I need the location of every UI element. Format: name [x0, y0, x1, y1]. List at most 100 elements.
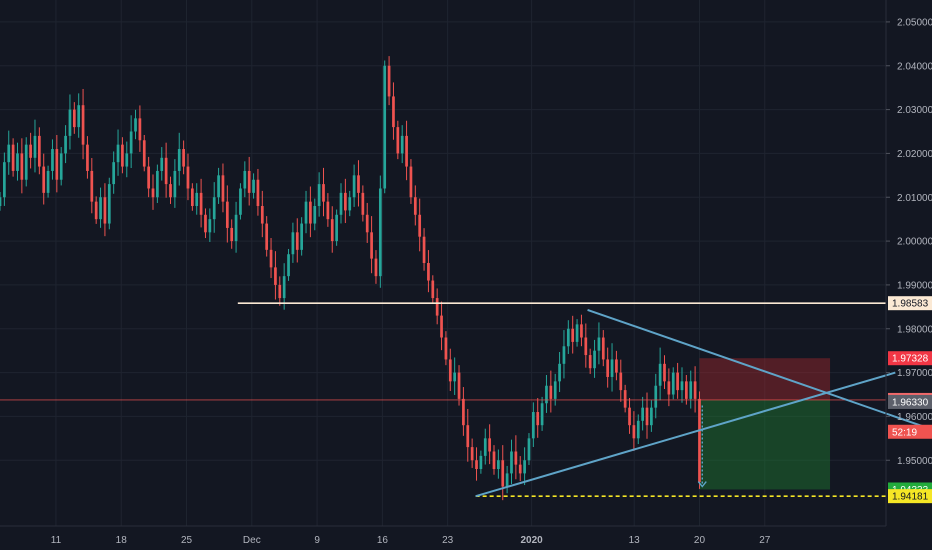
candle-body — [7, 144, 11, 163]
candle-body — [413, 197, 417, 215]
candle-body — [103, 197, 107, 224]
candle-body — [68, 109, 72, 136]
candle-body — [72, 109, 76, 128]
bar-countdown-tag-label: 52:19 — [892, 427, 917, 438]
candle-body — [77, 105, 81, 128]
candle-body — [418, 214, 422, 237]
candle-body — [383, 65, 387, 189]
candle-body — [405, 135, 408, 167]
price-axis[interactable]: 2.05000 2.04000 2.03000 2.02000 2.01000 2.000… — [886, 17, 932, 467]
y-tick-label: 1.97000 — [897, 368, 932, 379]
candle-body — [129, 131, 133, 154]
candle-body — [156, 170, 159, 198]
candle-body — [339, 192, 343, 215]
candle-body — [186, 166, 190, 189]
candle-body — [580, 324, 583, 338]
candle-body — [444, 337, 448, 360]
candle-body — [365, 214, 369, 233]
candle-body — [663, 363, 666, 382]
drawing-overlays — [0, 302, 932, 498]
candle-body — [584, 337, 588, 356]
candle-body — [204, 214, 207, 233]
candle-body — [619, 372, 623, 391]
candle-body — [545, 385, 548, 404]
candle-body — [553, 381, 557, 399]
candle-body — [523, 460, 526, 474]
candle-body — [29, 144, 32, 158]
candle-body — [164, 157, 168, 185]
candle-body — [396, 127, 400, 154]
candle-body — [387, 65, 391, 97]
candle-body — [116, 144, 120, 163]
y-tick-label: 2.02000 — [897, 149, 932, 160]
candle-body — [483, 438, 487, 456]
candle-body — [221, 175, 225, 202]
candle-body — [501, 460, 505, 487]
time-axis[interactable]: 11 18 25 Dec 9 16 23 2020 13 20 27 — [51, 535, 771, 546]
candle-body — [435, 298, 439, 316]
y-tick-label: 2.01000 — [897, 193, 932, 204]
candle-body — [59, 153, 63, 180]
candle-body — [606, 359, 610, 377]
candle-body — [588, 355, 592, 369]
x-tick-label: 9 — [314, 535, 320, 546]
candle-body — [269, 249, 273, 268]
candle-body — [518, 464, 522, 474]
triangle-lower-trendline[interactable] — [475, 371, 896, 498]
candle-body — [514, 451, 518, 465]
candle-body — [234, 214, 238, 242]
candle-body — [160, 157, 164, 171]
candle-body — [479, 455, 483, 470]
y-tick-label: 1.96000 — [897, 412, 932, 423]
x-tick-label: 2020 — [520, 535, 543, 546]
triangle-upper-trendline[interactable] — [587, 308, 932, 436]
candle-body — [86, 144, 89, 171]
candle-body — [531, 412, 535, 439]
candle-body — [361, 192, 365, 215]
candle-body — [510, 451, 513, 474]
bar-countdown-tag — [888, 424, 932, 439]
candle-body — [378, 188, 382, 277]
y-tick-label: 1.95000 — [897, 456, 932, 467]
candle-body — [99, 197, 102, 220]
candle-body — [46, 170, 50, 193]
x-tick-label: 27 — [759, 535, 771, 546]
y-tick-label: 1.99000 — [897, 280, 932, 291]
x-tick-label: 11 — [51, 535, 62, 546]
candle-body — [427, 263, 430, 281]
y-tick-label: 1.98000 — [897, 324, 932, 335]
candle-body — [282, 276, 286, 299]
candle-body — [440, 315, 443, 338]
candle-body — [191, 188, 194, 207]
candle-body — [448, 359, 452, 382]
candle-body — [20, 153, 24, 180]
x-tick-label: 16 — [377, 535, 389, 546]
candle-body — [169, 184, 172, 198]
candle-body — [55, 149, 59, 180]
candle-body — [409, 166, 413, 198]
candle-body — [134, 118, 137, 132]
candle-body — [195, 192, 199, 207]
candle-body — [260, 206, 264, 224]
candle-body — [527, 438, 531, 461]
candle-body — [615, 359, 618, 373]
y-tick-label: 2.03000 — [897, 105, 932, 116]
candle-body — [593, 350, 596, 369]
candle-body — [462, 398, 465, 426]
candle-body — [300, 223, 304, 250]
candle-body — [540, 403, 544, 426]
candle-body — [51, 149, 54, 171]
candle-body — [287, 254, 290, 277]
candle-body — [453, 372, 457, 382]
candle-body — [252, 179, 255, 193]
candle-body — [81, 105, 85, 145]
candle-body — [208, 219, 212, 233]
candle-body — [667, 381, 671, 395]
candle-body — [274, 267, 277, 285]
candle-body — [125, 153, 129, 167]
candle-body — [374, 258, 378, 277]
candle-body — [147, 166, 150, 189]
candle-body — [16, 153, 19, 171]
candle-body — [431, 280, 435, 299]
